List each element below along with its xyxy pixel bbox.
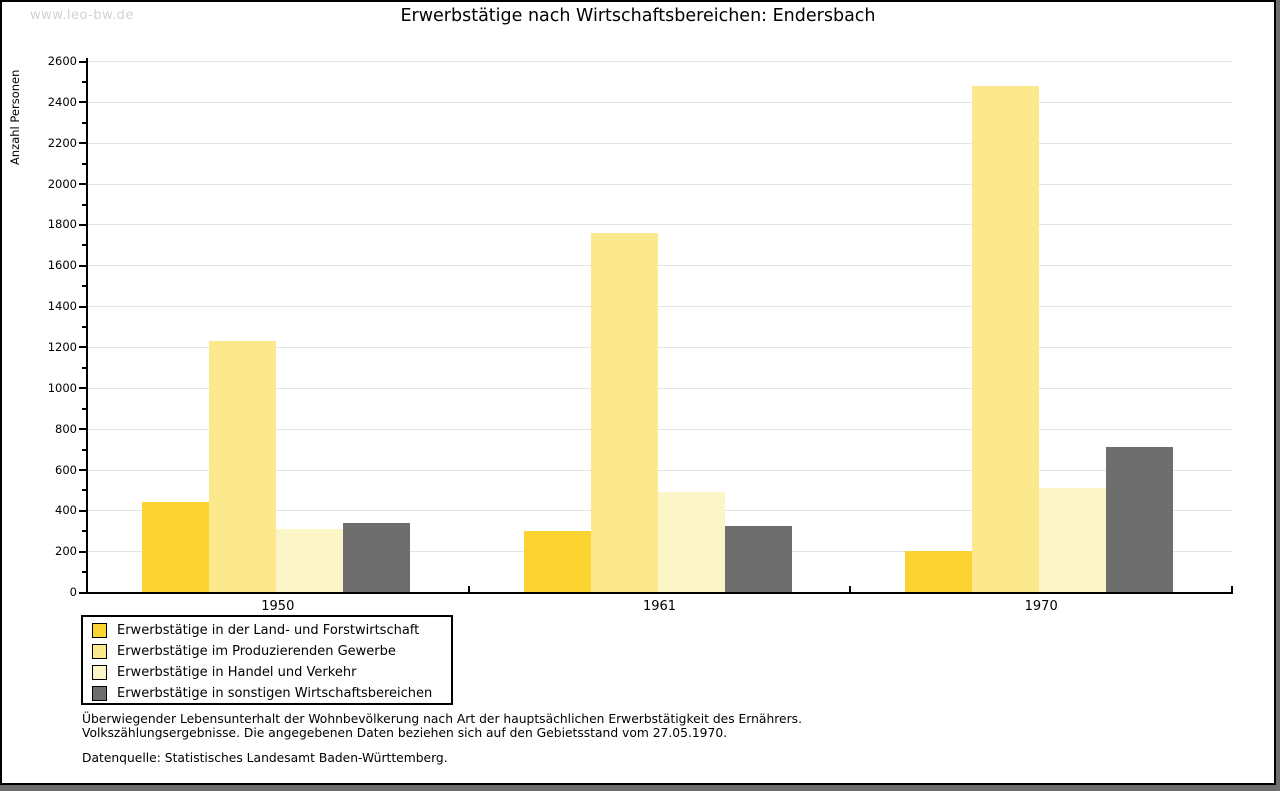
gridline-2400 [87, 101, 1232, 103]
y-major-tick-400 [79, 509, 87, 512]
watermark-leo-bw: www.leo-bw.de [30, 8, 134, 23]
legend-item-4: Erwerbstätige in sonstigen Wirtschaftsbe… [92, 683, 451, 704]
bar-1961-series3 [657, 491, 725, 592]
legend-box: Erwerbstätige in der Land- und Forstwirt… [81, 615, 453, 705]
x-label-1970: 1970 [1024, 599, 1058, 614]
gridline-1800 [87, 224, 1232, 226]
y-label-2600: 2600 [47, 54, 77, 68]
legend-swatch-icon [92, 644, 107, 659]
legend-item-2: Erwerbstätige im Produzierenden Gewerbe [92, 641, 451, 662]
bar-1961-series4 [724, 525, 792, 592]
gridline-1200 [87, 346, 1232, 348]
bar-1950-series1 [142, 502, 209, 592]
y-major-tick-2600 [79, 60, 87, 63]
y-minor-tick-2300 [82, 121, 87, 124]
y-label-800: 800 [55, 421, 77, 436]
y-minor-tick-1500 [82, 285, 87, 288]
bar-1970-series2 [972, 85, 1040, 592]
bar-1970-series3 [1039, 487, 1107, 592]
x-axis-line [86, 592, 1233, 594]
legend-label: Erwerbstätige in der Land- und Forstwirt… [117, 623, 420, 638]
bar-1950-series2 [209, 340, 276, 592]
y-label-1000: 1000 [47, 380, 77, 395]
y-label-2400: 2400 [47, 94, 77, 109]
legend-swatch-icon [92, 665, 107, 680]
y-minor-tick-500 [82, 489, 87, 492]
y-minor-tick-2100 [82, 162, 87, 165]
y-label-2000: 2000 [47, 176, 77, 191]
y-axis-title: Anzahl Personen [8, 69, 22, 165]
gridline-600 [87, 469, 1232, 471]
bar-1961-series2 [590, 232, 658, 592]
y-major-tick-0 [79, 591, 87, 594]
y-minor-tick-2500 [82, 80, 87, 83]
y-major-tick-800 [79, 428, 87, 431]
y-major-tick-2200 [79, 142, 87, 145]
legend-item-1: Erwerbstätige in der Land- und Forstwirt… [92, 620, 451, 641]
y-minor-tick-700 [82, 448, 87, 451]
y-label-1200: 1200 [47, 339, 77, 354]
footer-datasource: Datenquelle: Statistisches Landesamt Bad… [82, 751, 448, 765]
gridline-800 [87, 428, 1232, 430]
legend-swatch-icon [92, 686, 107, 701]
x-label-1961: 1961 [642, 599, 677, 614]
bar-1970-series4 [1106, 447, 1174, 592]
y-minor-tick-300 [82, 530, 87, 533]
y-major-tick-1400 [79, 305, 87, 308]
y-major-tick-2400 [79, 101, 87, 104]
y-label-200: 200 [55, 544, 77, 559]
y-major-tick-1800 [79, 223, 87, 226]
y-label-1800: 1800 [47, 217, 77, 232]
y-minor-tick-1100 [82, 366, 87, 369]
legend-swatch-icon [92, 623, 107, 638]
gridline-1400 [87, 306, 1232, 308]
gridline-1600 [87, 265, 1232, 267]
x-boundary-tick-2 [849, 586, 852, 592]
legend-label: Erwerbstätige im Produzierenden Gewerbe [117, 644, 396, 659]
y-major-tick-200 [79, 550, 87, 553]
bar-1961-series1 [523, 530, 591, 592]
gridline-1000 [87, 387, 1232, 389]
legend-item-3: Erwerbstätige in Handel und Verkehr [92, 662, 451, 683]
y-label-1400: 1400 [47, 299, 77, 314]
gridline-2000 [87, 183, 1232, 185]
bar-1970-series1 [905, 551, 973, 592]
y-minor-tick-900 [82, 407, 87, 410]
x-boundary-tick-3 [1231, 586, 1233, 592]
bar-1950-series3 [276, 528, 343, 592]
y-major-tick-2000 [79, 183, 87, 185]
y-minor-tick-1900 [82, 203, 87, 206]
gridline-2600 [87, 61, 1232, 62]
y-major-tick-600 [79, 469, 87, 471]
footer-note-line1: Überwiegender Lebensunterhalt der Wohnbe… [82, 712, 802, 726]
y-label-600: 600 [55, 462, 77, 477]
gridline-2200 [87, 142, 1232, 144]
bar-1950-series4 [343, 522, 410, 592]
chart-title: Erwerbstätige nach Wirtschaftsbereichen:… [400, 6, 876, 26]
y-minor-tick-1700 [82, 244, 87, 247]
y-major-tick-1600 [79, 264, 87, 267]
y-label-400: 400 [55, 503, 77, 518]
footer-note-line2: Volkszählungsergebnisse. Die angegebenen… [82, 726, 728, 740]
y-major-tick-1000 [79, 387, 87, 390]
y-label-0: 0 [69, 585, 77, 599]
y-label-1600: 1600 [47, 258, 77, 273]
x-boundary-tick-1 [467, 586, 470, 592]
y-label-2200: 2200 [47, 135, 77, 150]
legend-label: Erwerbstätige in Handel und Verkehr [117, 665, 357, 680]
y-minor-tick-1300 [82, 326, 87, 328]
y-axis-line [86, 58, 88, 594]
y-minor-tick-100 [82, 571, 87, 574]
x-label-1950: 1950 [261, 599, 295, 614]
y-major-tick-1200 [79, 346, 87, 349]
legend-label: Erwerbstätige in sonstigen Wirtschaftsbe… [117, 686, 433, 701]
